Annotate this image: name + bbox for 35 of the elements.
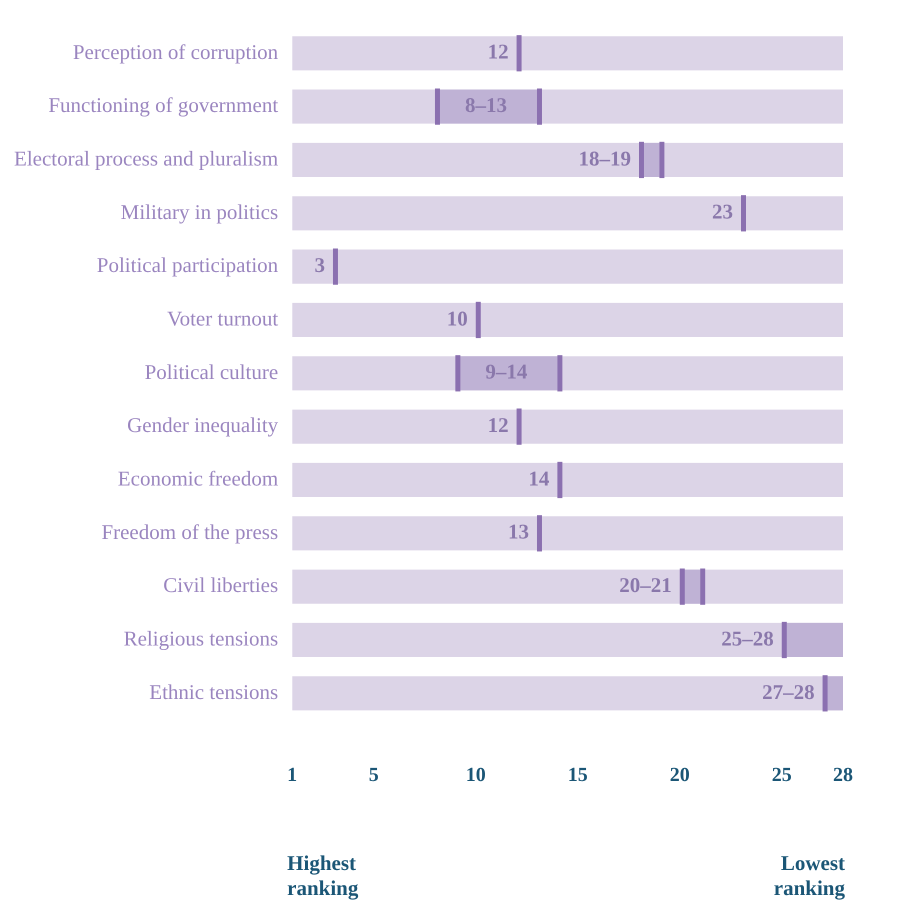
x-tick-label: 25: [772, 764, 792, 786]
x-tick-label: 20: [670, 764, 690, 786]
data-label: 23: [712, 200, 733, 224]
data-label: 14: [528, 466, 550, 490]
data-label: 27–28: [762, 680, 815, 704]
y-tick-label: Religious tensions: [124, 626, 278, 651]
data-label: 12: [488, 40, 509, 64]
y-tick-label: Gender inequality: [127, 413, 279, 438]
y-tick-label: Economic freedom: [118, 466, 278, 490]
y-tick-label: Functioning of government: [48, 93, 278, 118]
x-tick-label: 10: [466, 764, 486, 786]
data-label: 9–14: [485, 360, 528, 384]
data-label: 25–28: [721, 626, 774, 650]
x-tick-label: 1: [287, 764, 298, 786]
y-tick-label: Ethnic tensions: [149, 680, 278, 704]
y-tick-label: Freedom of the press: [101, 520, 278, 544]
data-label: 20–21: [619, 573, 672, 598]
data-label: 18–19: [578, 146, 631, 170]
data-label: 13: [508, 520, 529, 544]
y-tick-label: Military in politics: [120, 200, 278, 224]
y-tick-label: Electoral process and pluralism: [14, 146, 278, 170]
text: Highest ranking: [287, 851, 359, 900]
x-tick-label: 15: [568, 764, 588, 786]
y-tick-label: Political culture: [144, 360, 278, 384]
data-label: 12: [488, 413, 509, 438]
data-label: 3: [314, 253, 325, 278]
y-tick-label: Civil liberties: [163, 573, 278, 598]
x-tick-label: 5: [368, 764, 379, 786]
y-tick-label: Perception of corruption: [72, 40, 279, 64]
data-label: 8–13: [464, 93, 507, 118]
data-label: 10: [446, 306, 468, 330]
x-tick-label: 28: [833, 764, 853, 786]
y-tick-label: Voter turnout: [167, 306, 278, 330]
text: Lowest ranking: [774, 851, 846, 900]
y-tick-label: Political participation: [96, 253, 279, 278]
